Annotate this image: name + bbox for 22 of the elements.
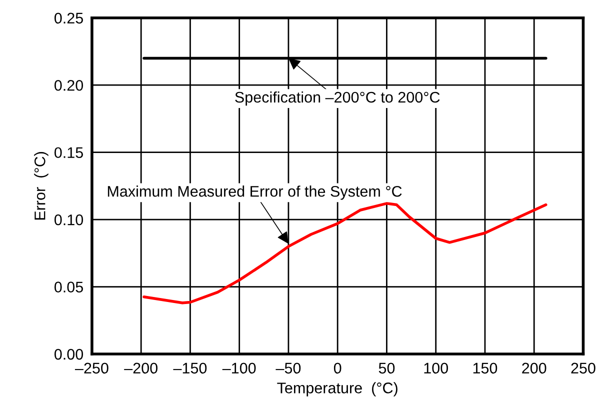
x-tick-label: 250 — [571, 362, 596, 374]
x-tick-label: –100 — [222, 362, 256, 374]
x-axis-title: Temperature (°C) — [277, 382, 398, 396]
x-tick-label: –150 — [173, 362, 207, 374]
y-axis-title: Error (°C) — [34, 152, 48, 220]
y-tick-label: 0.05 — [54, 282, 83, 292]
line-series — [142, 202, 548, 304]
x-tick-label: –200 — [124, 362, 158, 374]
x-tick-label: –250 — [74, 362, 108, 374]
annotation: Maximum Measured Error of the System °C — [108, 186, 402, 200]
x-tick-label: 0 — [334, 362, 342, 374]
x-tick-label: 200 — [522, 362, 546, 374]
y-tick-label: 0.20 — [54, 80, 84, 91]
y-tick-label: 0.00 — [54, 348, 84, 360]
y-tick-label: 0.10 — [54, 214, 84, 226]
x-tick-label: 100 — [424, 362, 448, 374]
x-tick-label: 150 — [473, 362, 498, 374]
x-tick-label: –50 — [276, 362, 301, 374]
x-tick-label: 50 — [378, 362, 395, 374]
y-tick-label: 0.15 — [54, 147, 83, 158]
annotation: Specification –200°C to 200°C — [235, 91, 440, 106]
y-tick-label: 0.25 — [54, 12, 83, 24]
